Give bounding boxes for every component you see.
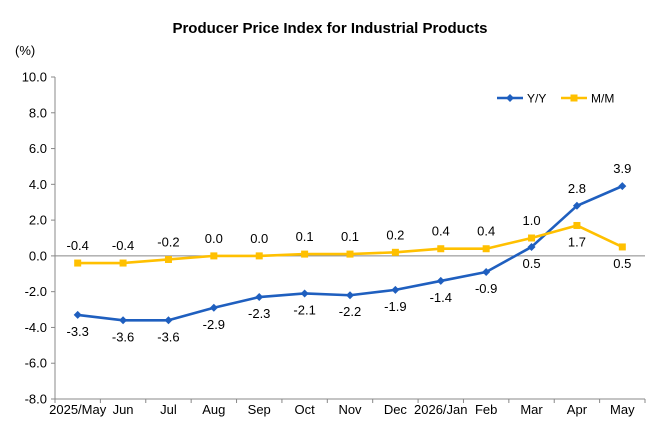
legend-label-mm: M/M xyxy=(591,92,614,106)
mm-point xyxy=(573,221,581,229)
x-tick-label: 2026/Jan xyxy=(414,402,468,417)
legend-square-icon xyxy=(570,94,578,102)
chart-title: Producer Price Index for Industrial Prod… xyxy=(172,20,488,37)
y-tick-label: 4.0 xyxy=(29,177,47,192)
x-tick-label: Jun xyxy=(113,402,134,417)
yy-point xyxy=(164,316,173,325)
y-tick-label: 0.0 xyxy=(29,248,47,263)
yy-data-label: -3.6 xyxy=(112,329,134,344)
y-axis-unit-label: (%) xyxy=(15,43,36,58)
x-tick-label: Jul xyxy=(160,402,177,417)
mm-data-label: 0.4 xyxy=(477,224,495,239)
mm-data-label: 0.5 xyxy=(613,256,631,271)
yy-data-label: -3.3 xyxy=(66,324,88,339)
yy-point xyxy=(209,303,218,312)
yy-data-label: 0.5 xyxy=(522,256,540,271)
y-tick-label: 8.0 xyxy=(29,105,47,120)
mm-data-label: 0.1 xyxy=(296,229,314,244)
mm-data-label: 1.0 xyxy=(522,213,540,228)
mm-point xyxy=(164,255,172,263)
x-tick-label: May xyxy=(610,402,635,417)
x-tick-label: Feb xyxy=(475,402,497,417)
mm-point xyxy=(255,252,263,260)
yy-data-label: -1.9 xyxy=(384,299,406,314)
mm-data-label: 0.4 xyxy=(432,224,450,239)
x-tick-label: Nov xyxy=(338,402,362,417)
yy-data-label: -3.6 xyxy=(157,329,179,344)
mm-point xyxy=(119,259,127,267)
yy-data-label: 2.8 xyxy=(568,181,586,196)
y-tick-label: -6.0 xyxy=(25,356,47,371)
yy-data-label: -2.2 xyxy=(339,304,361,319)
yy-point xyxy=(391,285,400,294)
y-tick-label: 2.0 xyxy=(29,213,47,228)
yy-point xyxy=(119,316,128,325)
x-tick-label: 2025/May xyxy=(49,402,107,417)
legend-label-yy: Y/Y xyxy=(527,92,546,106)
mm-point xyxy=(210,252,218,260)
mm-data-label: 0.0 xyxy=(205,231,223,246)
mm-point xyxy=(618,243,626,251)
x-tick-label: Sep xyxy=(248,402,271,417)
mm-point xyxy=(74,259,82,267)
yy-data-label: 3.9 xyxy=(613,161,631,176)
mm-point xyxy=(482,245,490,253)
yy-point xyxy=(572,201,581,210)
mm-data-label: 0.2 xyxy=(386,227,404,242)
yy-data-label: -2.3 xyxy=(248,306,270,321)
mm-data-label: -0.2 xyxy=(157,234,179,249)
yy-point xyxy=(346,291,354,300)
x-tick-label: Apr xyxy=(567,402,588,417)
mm-point xyxy=(346,250,354,258)
y-tick-label: 10.0 xyxy=(22,70,47,85)
y-tick-label: -8.0 xyxy=(25,392,47,407)
yy-point xyxy=(255,293,264,302)
mm-point xyxy=(437,245,445,253)
yy-point xyxy=(73,310,82,319)
yy-point xyxy=(300,289,309,298)
mm-data-label: 0.0 xyxy=(250,231,268,246)
x-tick-label: Aug xyxy=(202,402,225,417)
mm-point xyxy=(391,248,399,256)
mm-data-label: 0.1 xyxy=(341,229,359,244)
yy-point xyxy=(482,267,491,276)
y-tick-label: 6.0 xyxy=(29,141,47,156)
x-tick-label: Mar xyxy=(520,402,543,417)
y-tick-label: -4.0 xyxy=(25,320,47,335)
mm-point xyxy=(528,234,536,242)
mm-data-label: -0.4 xyxy=(66,238,88,253)
mm-data-label: -0.4 xyxy=(112,238,134,253)
yy-point xyxy=(527,242,536,251)
x-tick-label: Oct xyxy=(294,402,315,417)
legend-diamond-icon xyxy=(506,94,514,102)
x-tick-label: Dec xyxy=(384,402,408,417)
yy-point xyxy=(436,276,445,285)
yy-data-label: -0.9 xyxy=(475,281,497,296)
yy-point xyxy=(618,182,627,191)
yy-data-label: -1.4 xyxy=(430,290,452,305)
mm-point xyxy=(301,250,309,258)
mm-data-label: 1.7 xyxy=(568,234,586,249)
yy-data-label: -2.9 xyxy=(203,317,225,332)
y-tick-label: -2.0 xyxy=(25,284,47,299)
yy-data-label: -2.1 xyxy=(293,302,315,317)
